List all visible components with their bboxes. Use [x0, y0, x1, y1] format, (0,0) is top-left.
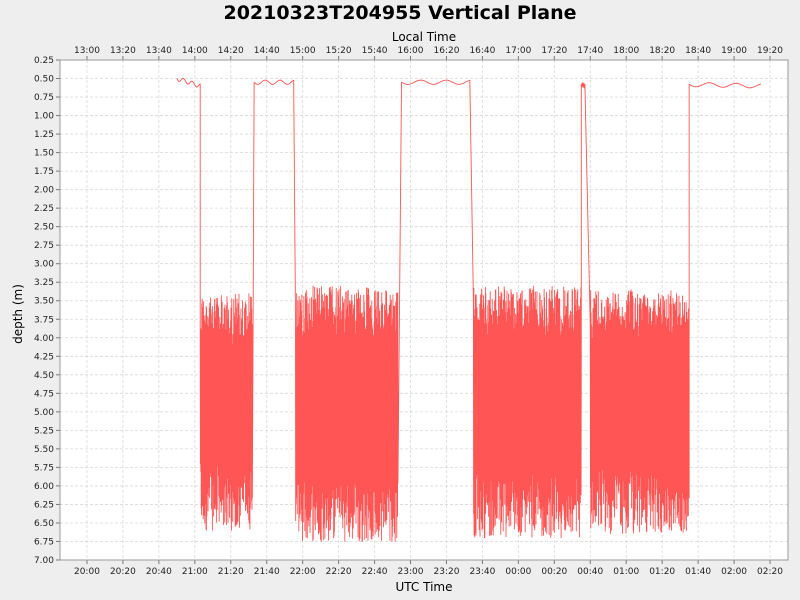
x-tick-label: 20:40	[146, 567, 172, 577]
x-tick-label: 00:00	[505, 567, 531, 577]
y-tick-label: 0.75	[34, 93, 54, 103]
x-tick-label: 01:00	[613, 567, 639, 577]
x-tick-label: 02:00	[721, 567, 747, 577]
x-tick-label: 21:00	[182, 567, 208, 577]
y-tick-label: 3.00	[34, 260, 54, 270]
x2-tick-label: 16:00	[398, 46, 424, 56]
y-tick-label: 3.75	[34, 315, 54, 325]
y-tick-label: 0.50	[34, 75, 54, 85]
x2-tick-label: 13:40	[146, 46, 172, 56]
y-tick-label: 3.25	[34, 278, 54, 288]
x-tick-label: 20:00	[74, 567, 100, 577]
y-tick-label: 5.50	[34, 445, 54, 455]
y-tick-label: 6.25	[34, 500, 54, 510]
x-tick-label: 01:40	[685, 567, 711, 577]
chart-title: 20210323T204955 Vertical Plane	[223, 2, 576, 24]
y-tick-label: 5.00	[34, 408, 54, 418]
x-tick-label: 21:40	[254, 567, 280, 577]
x2-tick-label: 17:40	[577, 46, 603, 56]
y-tick-label: 6.50	[34, 519, 54, 529]
x-tick-label: 02:20	[757, 567, 783, 577]
x2-tick-label: 15:40	[362, 46, 388, 56]
y-tick-label: 2.25	[34, 204, 54, 214]
y-tick-label: 2.00	[34, 186, 54, 196]
x2-tick-label: 13:20	[110, 46, 136, 56]
y-tick-label: 7.00	[34, 556, 54, 566]
x2-tick-label: 18:40	[685, 46, 711, 56]
x2-tick-label: 19:20	[757, 46, 783, 56]
y-tick-label: 1.50	[34, 149, 54, 159]
x2-tick-label: 17:20	[541, 46, 567, 56]
y-tick-label: 1.75	[34, 167, 54, 177]
x2-tick-label: 18:00	[613, 46, 639, 56]
x2-tick-label: 13:00	[74, 46, 100, 56]
y-tick-label: 2.75	[34, 241, 54, 251]
x2-axis-label: Local Time	[392, 30, 456, 44]
y-tick-label: 6.75	[34, 537, 54, 547]
x-tick-label: 01:20	[649, 567, 675, 577]
y-tick-label: 4.75	[34, 389, 54, 399]
x-tick-label: 22:40	[362, 567, 388, 577]
y-tick-label: 6.00	[34, 482, 54, 492]
y-tick-label: 1.00	[34, 112, 54, 122]
x-tick-label: 21:20	[218, 567, 244, 577]
x-tick-label: 23:00	[398, 567, 424, 577]
x2-tick-label: 14:40	[254, 46, 280, 56]
y-tick-label: 4.50	[34, 371, 54, 381]
x-tick-label: 20:20	[110, 567, 136, 577]
x2-tick-label: 19:00	[721, 46, 747, 56]
y-tick-label: 4.00	[34, 334, 54, 344]
x2-tick-label: 17:00	[505, 46, 531, 56]
x2-tick-label: 14:20	[218, 46, 244, 56]
x2-tick-label: 16:40	[469, 46, 495, 56]
x2-tick-label: 15:20	[326, 46, 352, 56]
axes: 0.25 0.50 0.75 1.00 1.25 1.50 1.75 2.00 2.25 2.50…	[34, 46, 783, 577]
y-axis-label: depth (m)	[11, 284, 25, 344]
x-axis-label: UTC Time	[396, 580, 453, 594]
plot-border	[59, 59, 789, 561]
data-series	[176, 77, 762, 542]
x2-tick-label: 15:00	[290, 46, 316, 56]
depth-series-line	[176, 77, 762, 542]
x-tick-label: 00:40	[577, 567, 603, 577]
y-tick-label: 1.25	[34, 130, 54, 140]
x-tick-label: 00:20	[541, 567, 567, 577]
x-tick-label: 23:40	[469, 567, 495, 577]
x2-tick-label: 16:20	[434, 46, 460, 56]
y-tick-label: 3.50	[34, 297, 54, 307]
x-tick-label: 23:20	[434, 567, 460, 577]
x2-tick-label: 18:20	[649, 46, 675, 56]
y-tick-label: 2.50	[34, 223, 54, 233]
y-tick-label: 4.25	[34, 352, 54, 362]
x-tick-label: 22:20	[326, 567, 352, 577]
y-tick-label: 5.25	[34, 426, 54, 436]
y-tick-label: 5.75	[34, 463, 54, 473]
y-tick-label: 0.25	[34, 56, 54, 66]
x2-tick-label: 14:00	[182, 46, 208, 56]
x-tick-label: 22:00	[290, 567, 316, 577]
